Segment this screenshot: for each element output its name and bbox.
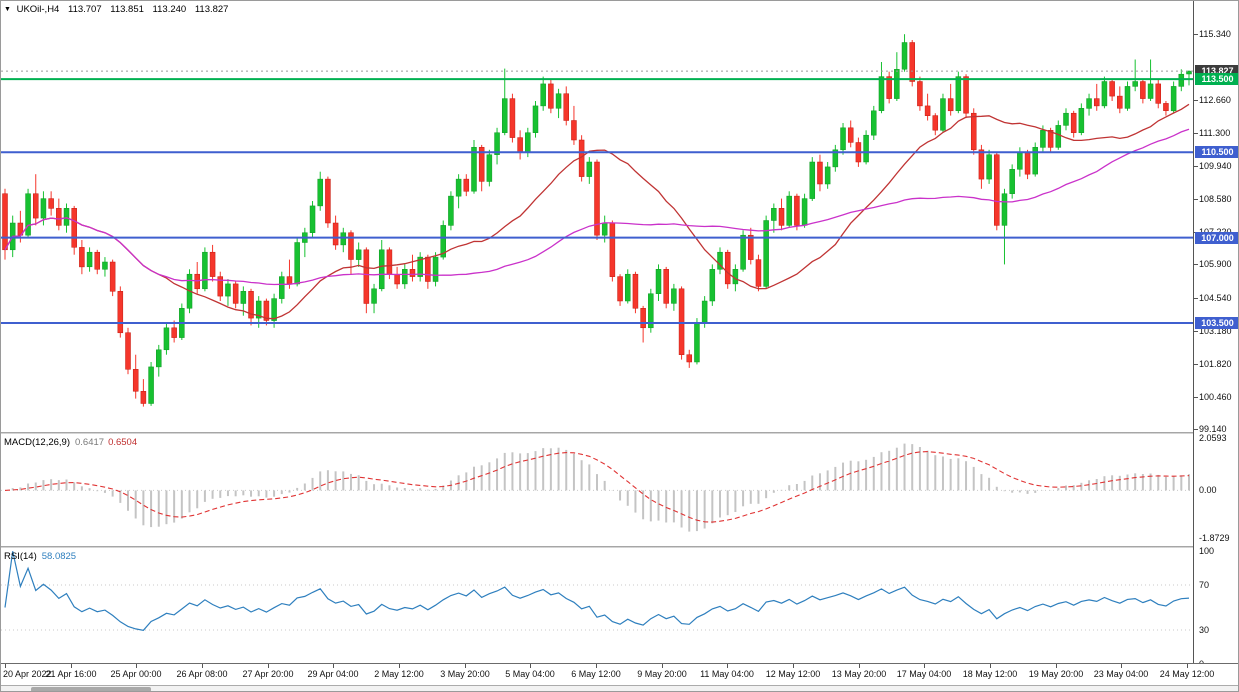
- time-axis-label: 9 May 20:00: [637, 669, 687, 679]
- price-axis-label: 111.300: [1199, 128, 1231, 138]
- time-axis-label: 12 May 12:00: [765, 669, 821, 679]
- time-axis-label: 21 Apr 16:00: [45, 669, 97, 679]
- price-axis-label: 99.140: [1199, 424, 1227, 434]
- time-axis-label: 20 Apr 2022: [3, 669, 52, 679]
- price-axis-label: 109.940: [1199, 161, 1232, 171]
- price-axis-label: 105.900: [1199, 259, 1232, 269]
- price-axis-tick: [1194, 397, 1198, 398]
- time-axis-label: 23 May 04:00: [1093, 669, 1149, 679]
- time-axis-label: 27 Apr 20:00: [242, 669, 294, 679]
- price-axis-tick: [1194, 34, 1198, 35]
- high-value: 113.851: [110, 4, 144, 15]
- macd-axis-label: 0.00: [1199, 485, 1217, 495]
- scrollbar-thumb[interactable]: [31, 687, 151, 691]
- price-axis[interactable]: 115.340112.660111.300109.940108.580107.2…: [1193, 1, 1238, 669]
- price-axis-tick: [1194, 331, 1198, 332]
- macd-label: MACD(12,26,9) 0.6417 0.6504: [4, 437, 137, 448]
- time-axis-tick: [5, 664, 6, 668]
- price-axis-tick: [1194, 166, 1198, 167]
- price-axis-tick: [1194, 364, 1198, 365]
- rsi-axis-label: 100: [1199, 546, 1215, 556]
- time-axis-tick: [268, 664, 269, 668]
- price-marker-badge: 107.000: [1195, 232, 1238, 244]
- price-axis-tick: [1194, 100, 1198, 101]
- price-marker-badge: 103.500: [1195, 317, 1238, 329]
- macd-name: MACD(12,26,9): [4, 437, 70, 448]
- price-axis-tick: [1194, 199, 1198, 200]
- time-axis-tick: [333, 664, 334, 668]
- low-value: 113.240: [152, 4, 187, 15]
- price-axis-label: 115.340: [1199, 29, 1231, 39]
- time-axis-label: 11 May 04:00: [700, 669, 754, 679]
- time-axis-tick: [465, 664, 466, 668]
- rsi-value: 58.0825: [41, 551, 77, 562]
- main-price-chart[interactable]: [1, 1, 1193, 432]
- rsi-label: RSI(14) 58.0825: [4, 551, 76, 562]
- time-axis-label: 6 May 12:00: [571, 669, 621, 679]
- price-axis-tick: [1194, 264, 1198, 265]
- time-axis-tick: [990, 664, 991, 668]
- price-axis-label: 108.580: [1199, 194, 1232, 204]
- time-axis-tick: [924, 664, 925, 668]
- rsi-axis-label: 30: [1199, 625, 1210, 635]
- time-axis-tick: [399, 664, 400, 668]
- time-axis-label: 29 Apr 04:00: [307, 669, 359, 679]
- time-axis-label: 3 May 20:00: [440, 669, 490, 679]
- time-axis-label: 13 May 20:00: [831, 669, 887, 679]
- pane-resize-handle-rsi[interactable]: [1, 546, 1238, 548]
- price-axis-label: 112.660: [1199, 95, 1231, 105]
- time-axis-label: 25 Apr 00:00: [110, 669, 162, 679]
- time-axis-label: 24 May 12:00: [1159, 669, 1215, 679]
- time-axis-tick: [859, 664, 860, 668]
- price-axis-tick: [1194, 429, 1198, 430]
- price-axis-label: 101.820: [1199, 359, 1232, 369]
- time-axis-tick: [71, 664, 72, 668]
- time-axis-tick: [1056, 664, 1057, 668]
- time-axis-label: 19 May 20:00: [1028, 669, 1084, 679]
- price-axis-tick: [1194, 133, 1198, 134]
- macd-value: 0.6417: [75, 437, 105, 448]
- price-marker-badge: 110.500: [1195, 146, 1238, 158]
- time-axis-label: 26 Apr 08:00: [176, 669, 228, 679]
- time-axis-label: 18 May 12:00: [962, 669, 1018, 679]
- time-axis-tick: [202, 664, 203, 668]
- symbol-timeframe-label: UKOil-,H4: [16, 4, 60, 15]
- time-axis-label: 5 May 04:00: [505, 669, 555, 679]
- time-axis-tick: [596, 664, 597, 668]
- price-axis-label: 104.540: [1199, 293, 1232, 303]
- macd-axis-label: -1.8729: [1199, 533, 1230, 543]
- time-axis-tick: [793, 664, 794, 668]
- price-axis-tick: [1194, 298, 1198, 299]
- time-axis-tick: [136, 664, 137, 668]
- macd-indicator-pane[interactable]: [1, 434, 1193, 546]
- horizontal-scrollbar[interactable]: [1, 685, 1238, 691]
- time-axis-tick: [1121, 664, 1122, 668]
- time-axis-tick: [1187, 664, 1188, 668]
- time-axis-tick: [727, 664, 728, 668]
- price-axis-label: 100.460: [1199, 392, 1232, 402]
- time-axis-tick: [662, 664, 663, 668]
- time-axis-border: [1, 663, 1238, 664]
- price-marker-badge: 113.500: [1195, 73, 1238, 85]
- macd-signal-value: 0.6504: [108, 437, 138, 448]
- pane-resize-handle-macd[interactable]: [1, 432, 1238, 434]
- close-value: 113.827: [194, 4, 229, 15]
- time-axis-label: 17 May 04:00: [896, 669, 952, 679]
- time-axis-tick: [530, 664, 531, 668]
- rsi-name: RSI(14): [4, 551, 37, 562]
- macd-axis-label: 2.0593: [1199, 433, 1227, 443]
- open-value: 113.707: [67, 4, 102, 15]
- rsi-axis-label: 70: [1199, 580, 1210, 590]
- one-click-trading-toggle-icon[interactable]: ▼: [4, 6, 11, 13]
- time-axis[interactable]: 20 Apr 2022 21 Apr 16:00 25 Apr 00:00 26 Ap…: [1, 664, 1238, 685]
- price-axis-label: 103.180: [1199, 326, 1232, 336]
- time-axis-label: 2 May 12:00: [374, 669, 424, 679]
- rsi-indicator-pane[interactable]: [1, 548, 1193, 663]
- ohlc-info-line: ▼ UKOil-,H4 113.707 113.851 113.240 113.…: [4, 4, 228, 15]
